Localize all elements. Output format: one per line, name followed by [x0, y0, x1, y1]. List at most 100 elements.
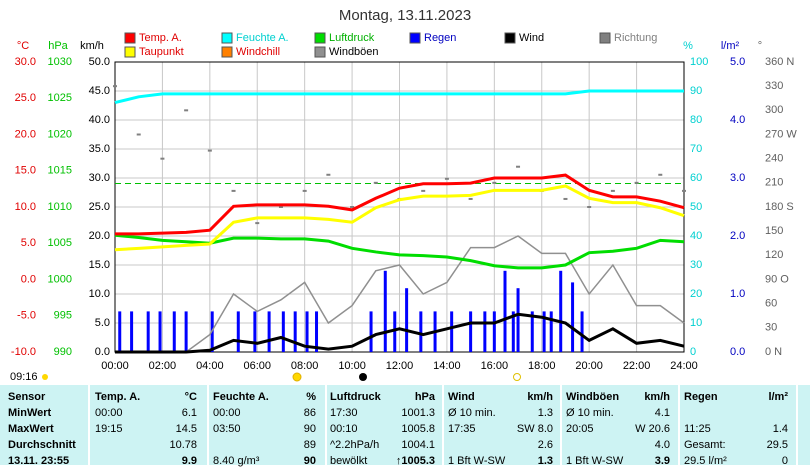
rain-bar: [530, 311, 534, 352]
y-tick-label: 0.0: [730, 346, 745, 358]
y-tick-label: 45.0: [89, 85, 110, 97]
direction-dot: [587, 206, 592, 208]
direction-dot: [373, 181, 378, 184]
chart: Montag, 13.11.2023 09:16 00:00 02:00 04:00…: [10, 7, 797, 383]
x-tick-label: 08:00: [291, 360, 319, 372]
table-cell: 1005.8: [401, 423, 435, 435]
table-cell: 8.40 g/m³: [213, 455, 260, 467]
series-line: [115, 173, 685, 236]
direction-dot: [634, 181, 639, 184]
table-cell: 00:00: [95, 407, 123, 419]
y-tick-label: 60: [765, 298, 777, 310]
y-tick-label: 0.0: [95, 346, 110, 358]
direction-dot: [255, 222, 260, 225]
table-cell: km/h: [527, 391, 553, 403]
rain-bar: [315, 311, 319, 352]
direction-dot: [350, 206, 355, 208]
axis-unit: °C: [17, 40, 29, 52]
y-tick-label: 60: [690, 172, 702, 184]
table-cell: Regen: [684, 391, 718, 403]
legend-swatch: [221, 46, 233, 58]
rain-bar: [281, 311, 285, 352]
table-cell: 90: [303, 423, 316, 435]
stats-table: Sensor Temp. A. °C Feuchte A.% Luftdruck hPa W…: [0, 385, 810, 467]
table-cell: 20:05: [566, 423, 594, 435]
table-cell: 13.11. 23:55: [8, 455, 70, 467]
direction-dot: [492, 181, 497, 184]
series-line: [114, 184, 685, 252]
col-divider: [88, 385, 90, 465]
table-cell: 6.1: [181, 407, 197, 419]
table-cell: Wind: [448, 391, 475, 403]
col-divider: [207, 385, 209, 465]
x-tick-label: 04:00: [196, 360, 224, 372]
y-tick-label: 10.0: [15, 201, 36, 213]
y-tick-label: 25.0: [89, 201, 110, 213]
rain-bar: [393, 311, 397, 352]
x-tick-label: 18:00: [528, 360, 556, 372]
y-tick-label: 1005: [48, 237, 72, 249]
y-tick-label: 30: [690, 259, 702, 271]
y-tick-label: 80: [690, 114, 702, 126]
direction-dot: [468, 197, 473, 200]
y-tick-label: 150: [765, 225, 783, 237]
sun-icon: [42, 374, 48, 380]
table-cell: Feuchte A.: [213, 391, 269, 403]
legend-label: Windchill: [236, 46, 280, 58]
x-tick-label: 22:00: [623, 360, 651, 372]
time-label: 09:16: [10, 371, 38, 383]
legend-swatch: [124, 32, 136, 44]
y-tick-label: 210: [765, 177, 783, 189]
direction-dot: [207, 149, 212, 152]
axis-unit: °: [758, 40, 762, 52]
legend-label: Temp. A.: [139, 32, 182, 44]
legend-label: Windböen: [329, 46, 379, 58]
legend-swatch: [409, 32, 421, 44]
y-tick-label: 3.0: [730, 172, 745, 184]
table-cell: 1 Bft W-SW: [448, 455, 506, 467]
y-tick-label: 270 W: [765, 128, 797, 140]
y-tick-label: 20: [690, 288, 702, 300]
y-tick-label: 995: [54, 310, 72, 322]
rain-bar: [305, 311, 309, 352]
table-cell: 1 Bft W-SW: [566, 455, 624, 467]
y-tick-label: 10: [690, 317, 702, 329]
x-tick-label: 10:00: [338, 360, 366, 372]
table-cell: 4.1: [654, 407, 670, 419]
table-cell: 03:50: [213, 423, 241, 435]
rain-bar: [158, 311, 162, 352]
table-cell: 0: [781, 455, 788, 467]
direction-dot: [184, 109, 189, 112]
rain-bar: [267, 311, 271, 352]
y-tick-label: 2.0: [730, 230, 745, 242]
legend-swatch: [124, 46, 136, 58]
rain-bar: [118, 311, 122, 352]
y-tick-label: 330: [765, 80, 783, 92]
rain-bar: [450, 311, 454, 352]
table-cell: ^2.2hPa/h: [330, 439, 380, 451]
legend-swatch: [314, 46, 326, 58]
rain-bar: [253, 311, 257, 352]
x-tick-label: 12:00: [386, 360, 414, 372]
table-cell: km/h: [644, 391, 670, 403]
table-cell: 00:00: [213, 407, 241, 419]
table-cell: 17:30: [330, 407, 358, 419]
legend-label: Luftdruck: [329, 32, 375, 44]
col-divider: [560, 385, 562, 465]
rain-bar: [549, 311, 553, 352]
table-cell: hPa: [414, 391, 435, 403]
direction-dot: [326, 173, 331, 176]
direction-dot: [563, 197, 568, 200]
direction-dot: [278, 206, 283, 208]
rain-bar: [469, 311, 473, 352]
y-tick-label: 1015: [48, 165, 72, 177]
legend-label: Richtung: [614, 32, 657, 44]
table-cell: 1001.3: [401, 407, 435, 419]
axis-unit: km/h: [80, 40, 104, 52]
table-cell: Gesamt:: [684, 439, 726, 451]
rain-bar: [146, 311, 150, 352]
table-cell: 29.5 l/m²: [684, 455, 727, 467]
table-cell: 1.3: [537, 407, 553, 419]
series-line: [114, 89, 684, 105]
chart-title: Montag, 13.11.2023: [339, 7, 471, 24]
